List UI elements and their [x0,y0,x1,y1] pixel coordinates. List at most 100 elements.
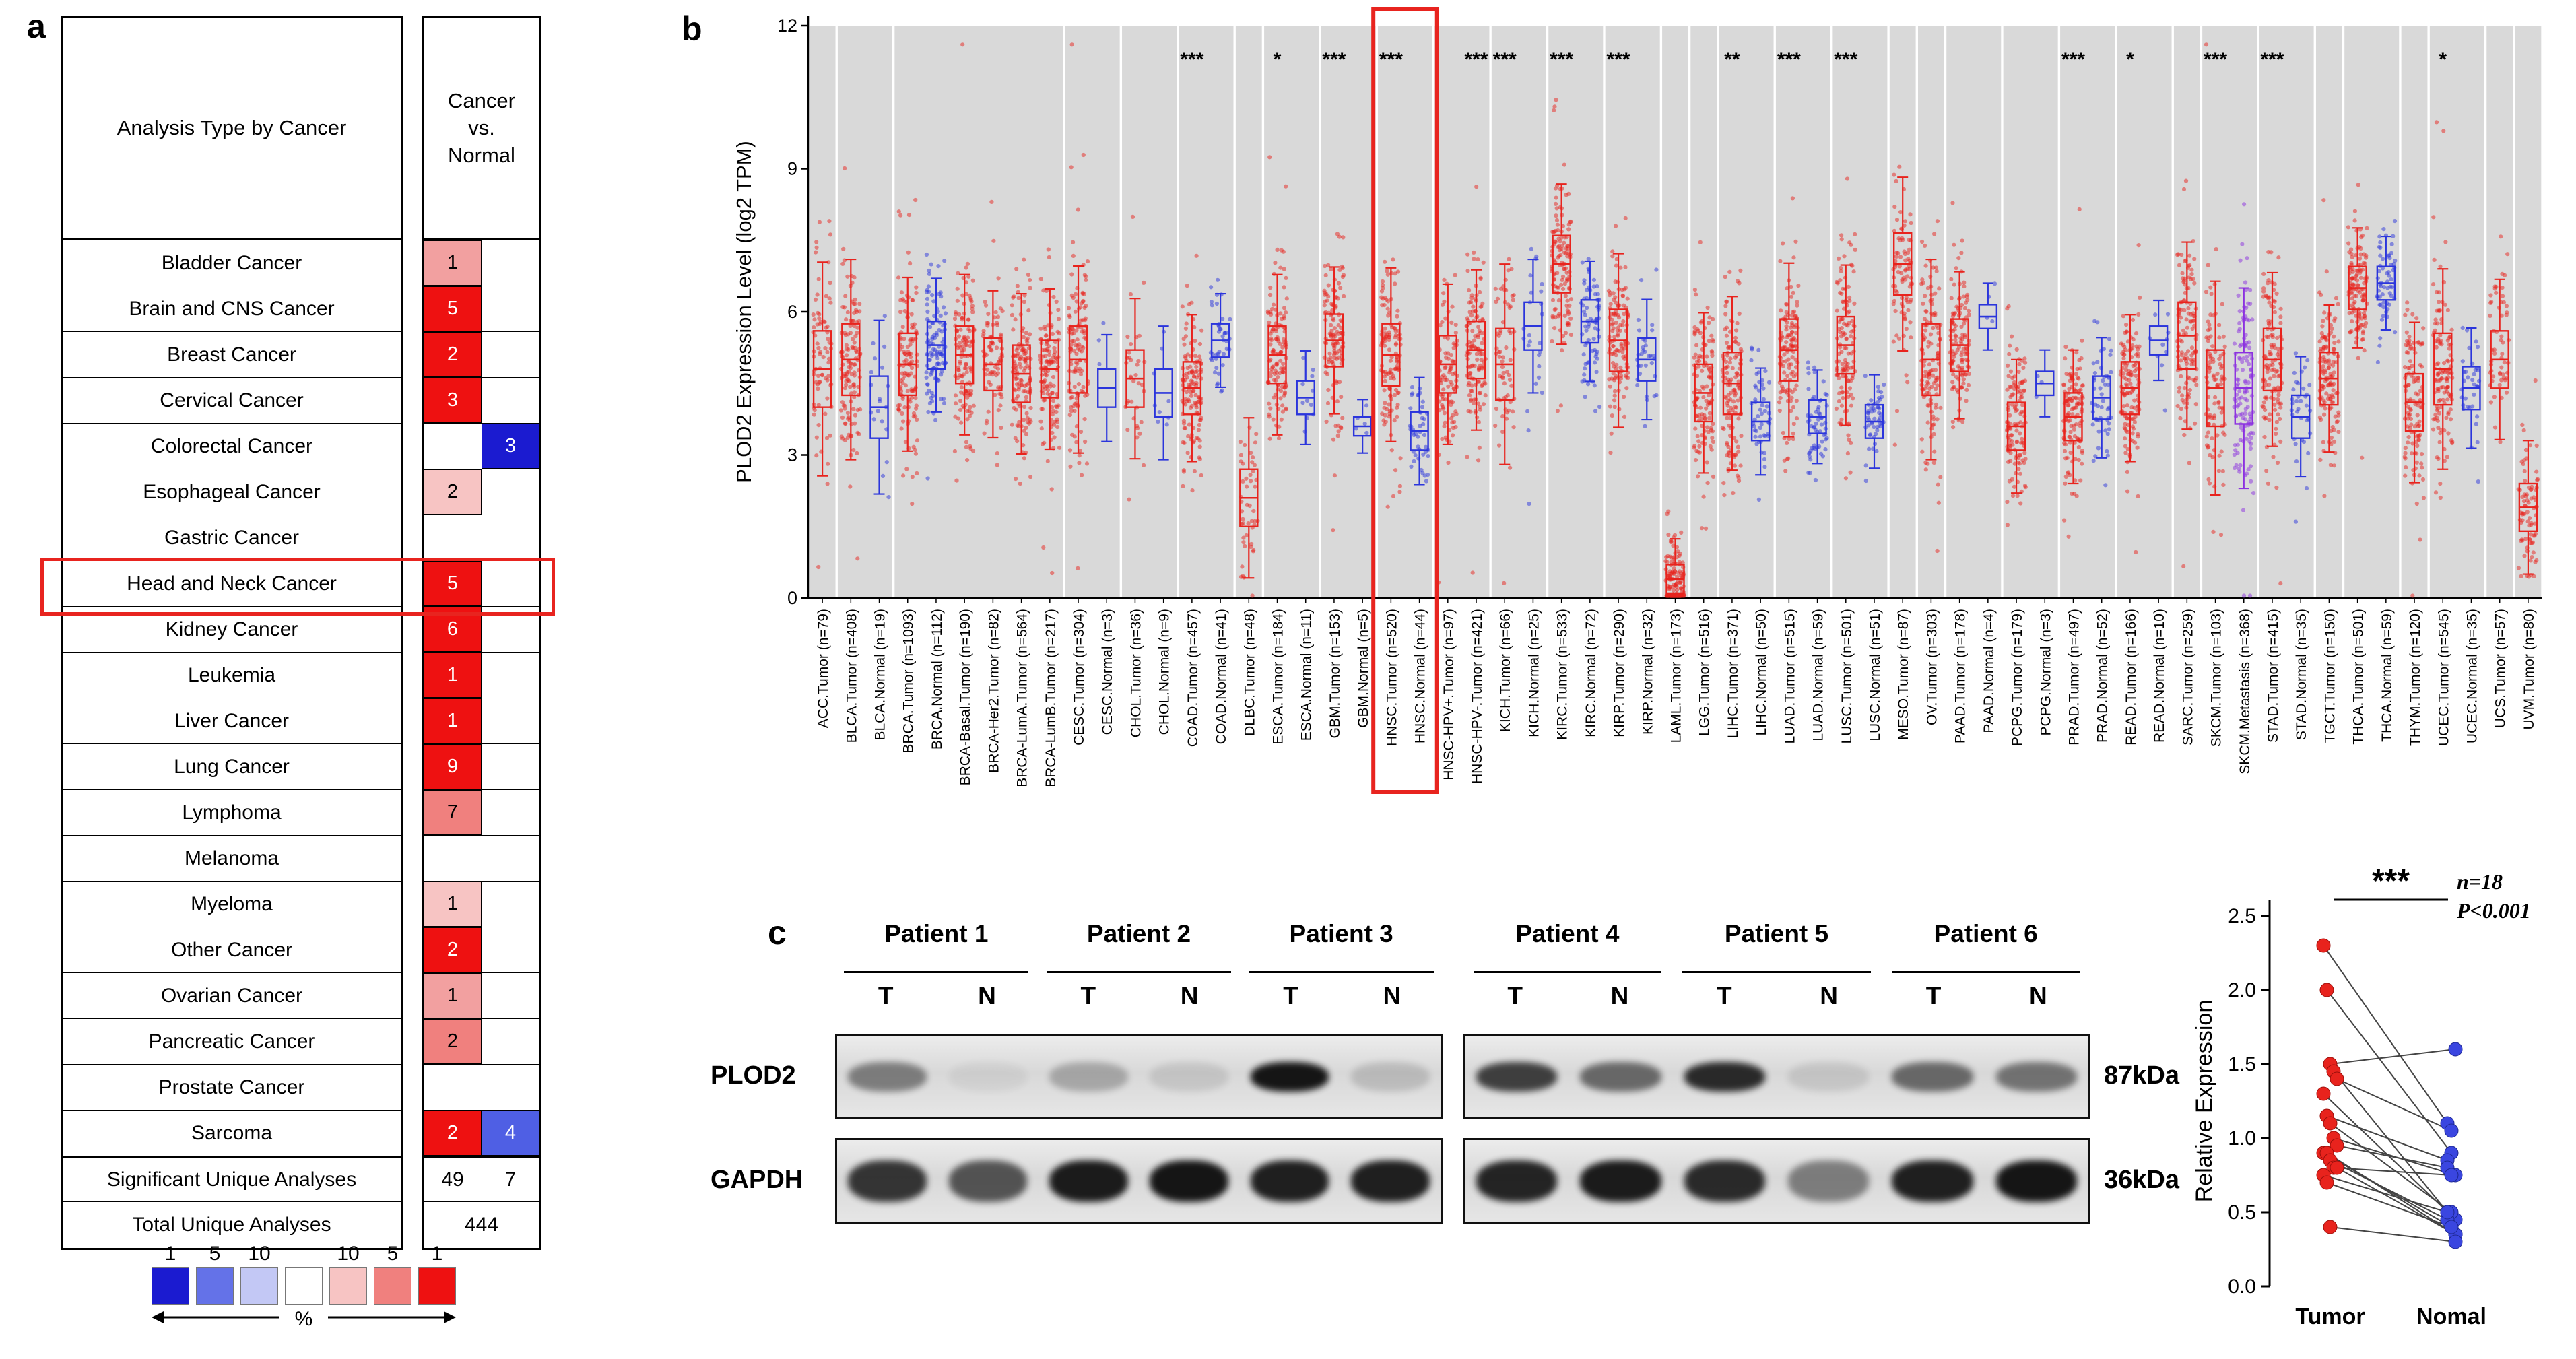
point [1382,374,1387,379]
point [1791,431,1795,436]
point [2135,445,2140,450]
point [1056,308,1061,312]
point [1616,333,1620,338]
point [1706,365,1711,370]
point [2008,459,2013,463]
point [1472,257,1476,261]
box-BRCA-LumB.Tumor (n=217): BRCA-LumB.Tumor (n=217) [1038,247,1062,787]
point [960,344,965,349]
point [1024,383,1029,387]
point [1014,477,1018,482]
point [2008,446,2013,451]
point [1383,331,1388,336]
point [995,321,999,325]
point [1735,321,1740,326]
legend-number: 10 [337,1242,360,1265]
point [1758,425,1762,430]
point [1614,224,1618,228]
point [1556,285,1561,290]
point [1281,340,1286,345]
point [1272,302,1276,307]
point [1052,435,1057,440]
box-MESO.Tumor (n=87): MESO.Tumor (n=87) [1891,164,1915,740]
point [1550,339,1554,344]
point [826,360,831,365]
group-band [894,26,1063,598]
point [1696,474,1700,479]
point [2136,243,2141,248]
point [1610,413,1614,418]
point [2216,399,2221,405]
point [1784,327,1789,332]
point [1556,298,1561,303]
point [1222,331,1227,335]
point [1696,439,1701,444]
point [1736,383,1740,388]
point [930,293,935,298]
point [1723,366,1728,371]
point [1967,312,1971,317]
point [2109,348,2113,353]
point [1326,263,1331,267]
point [2130,317,2135,322]
table-row-counts: 3 [424,424,539,469]
point [1787,333,1791,338]
point [1050,331,1055,336]
point [1476,420,1481,424]
point [1180,304,1185,309]
point [958,407,963,413]
point [2099,392,2104,397]
point [1568,333,1573,337]
point [1847,240,1852,245]
point [2063,474,2068,479]
point [1354,426,1358,431]
point [1553,284,1558,289]
point [1329,360,1334,364]
point [914,403,919,408]
point [960,338,966,343]
point [2215,371,2220,376]
count-cell: 3 [482,424,539,469]
point [1790,196,1795,201]
point [1736,444,1740,449]
table-header-cancer-vs-normal: Cancer vs. Normal [424,18,539,240]
point [2091,459,2096,463]
count-over-cell: 1 [424,973,482,1018]
point [1071,404,1076,409]
point [1329,267,1333,272]
point [2008,421,2012,426]
point [1835,281,1840,286]
point [1247,503,1252,508]
point [1567,303,1572,308]
point [846,359,851,364]
point [968,393,973,397]
point [1451,345,1456,350]
point [1251,548,1256,553]
point [1215,383,1220,387]
point [1128,292,1133,297]
point [985,321,989,325]
point [1220,363,1225,368]
point [1393,281,1397,286]
point [839,434,844,439]
point [1526,343,1531,348]
point [962,347,966,352]
point [1129,399,1134,404]
point [1424,444,1428,449]
point [816,403,821,407]
point [2206,444,2211,449]
point [1074,440,1079,444]
point [899,290,904,295]
point [1476,401,1481,406]
significance-stars: *** [1550,48,1573,71]
point [956,271,960,275]
point [970,310,975,314]
point [1759,411,1764,416]
point [1381,296,1385,301]
point [1069,272,1074,277]
point [913,447,917,453]
box-READ.Normal (n=10): READ.Normal (n=10) [2147,299,2171,743]
count-cell: 9 [424,744,482,789]
point [827,296,832,301]
point [817,312,822,317]
